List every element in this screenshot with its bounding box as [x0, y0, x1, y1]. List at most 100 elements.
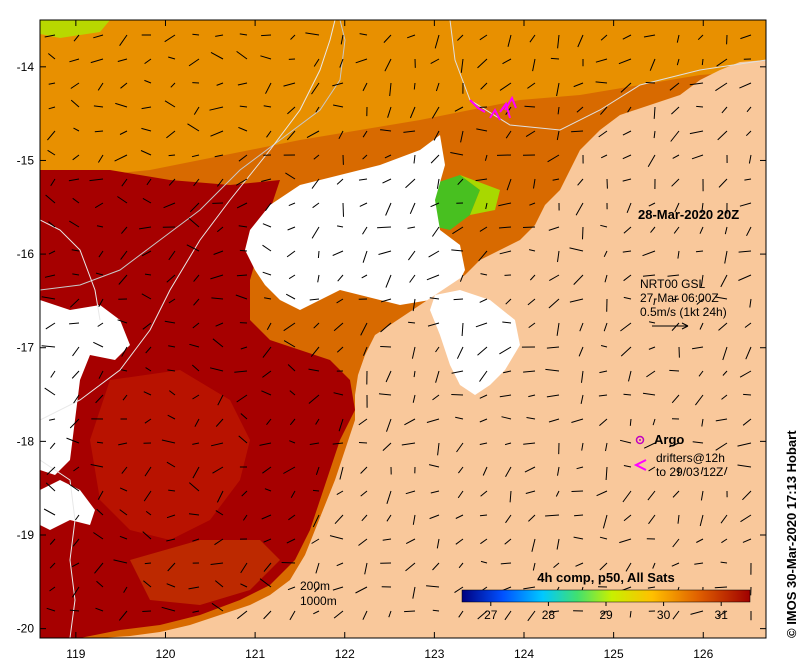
- current-vector: [574, 514, 584, 517]
- current-vector: [526, 417, 536, 420]
- current-vector: [504, 610, 512, 621]
- current-vector: [457, 178, 464, 186]
- current-vector: [450, 152, 464, 156]
- current-vector: [70, 99, 80, 108]
- current-vector: [433, 130, 440, 141]
- current-vector: [240, 413, 248, 420]
- current-vector: [477, 346, 488, 356]
- colorbar-tick-label: 28: [542, 608, 556, 622]
- current-vector: [461, 322, 464, 337]
- current-vector: [47, 53, 56, 60]
- y-tick-label: -14: [17, 60, 35, 74]
- y-axis: -14 -15 -16 -17 -18 -19 -20: [17, 60, 766, 636]
- current-vector: [50, 370, 56, 378]
- current-vector: [358, 538, 368, 546]
- current-vector: [289, 610, 296, 621]
- current-vector: [68, 178, 80, 182]
- current-vector: [286, 250, 296, 258]
- current-vector: [642, 250, 656, 257]
- current-vector: [629, 610, 632, 618]
- current-vector: [121, 466, 128, 474]
- current-vector: [716, 58, 728, 67]
- current-vector: [283, 82, 296, 87]
- current-vector: [74, 514, 80, 521]
- current-vector: [714, 586, 728, 589]
- current-vector: [161, 439, 176, 444]
- current-vector: [676, 58, 680, 66]
- current-vector: [50, 178, 56, 187]
- current-vector: [336, 490, 344, 496]
- current-vector: [69, 220, 80, 228]
- current-vector: [648, 514, 656, 525]
- current-vector: [217, 178, 224, 187]
- current-vector: [426, 418, 440, 423]
- current-vector: [431, 106, 440, 119]
- current-vector: [167, 414, 176, 420]
- current-vector: [115, 102, 128, 108]
- current-vector: [168, 154, 176, 157]
- current-vector: [623, 274, 632, 282]
- current-vector: [401, 442, 416, 446]
- current-vector: [600, 154, 608, 159]
- x-tick-label: 124: [514, 647, 534, 661]
- current-vector: [238, 126, 248, 132]
- current-vector: [72, 538, 80, 547]
- current-vector: [701, 58, 704, 66]
- current-vector: [525, 490, 536, 494]
- current-vector: [94, 202, 104, 209]
- current-vector: [310, 346, 320, 357]
- current-vector: [404, 610, 416, 613]
- current-vector: [49, 586, 56, 592]
- current-vector: [261, 178, 272, 182]
- current-vector: [387, 106, 392, 118]
- current-vector: [41, 345, 56, 348]
- current-vector: [337, 225, 344, 228]
- current-vector: [313, 610, 320, 615]
- current-vector: [192, 394, 200, 400]
- current-vector: [673, 226, 680, 234]
- current-vector: [629, 418, 632, 426]
- current-vector: [502, 321, 512, 324]
- current-vector: [236, 394, 248, 403]
- current-vector: [672, 154, 680, 159]
- current-vector: [378, 393, 392, 396]
- current-vector: [188, 586, 200, 590]
- x-tick-label: 125: [604, 647, 624, 661]
- current-vector: [605, 442, 608, 452]
- current-vector: [386, 514, 392, 522]
- current-vector: [720, 561, 728, 564]
- current-vector: [595, 58, 608, 63]
- current-vector: [210, 51, 224, 60]
- current-vector: [672, 490, 680, 498]
- current-vector: [622, 130, 632, 136]
- current-vector: [73, 127, 80, 132]
- current-vector: [191, 154, 200, 158]
- current-vector: [599, 562, 608, 571]
- colorbar-tick-label: 27: [484, 608, 498, 622]
- current-vector: [73, 34, 80, 42]
- current-vector: [48, 106, 56, 110]
- current-vector: [317, 250, 320, 259]
- current-vector: [121, 346, 128, 357]
- current-vector: [308, 394, 320, 404]
- current-vector: [695, 394, 704, 406]
- current-vector: [674, 202, 680, 213]
- current-vector: [451, 370, 464, 374]
- current-vector: [437, 442, 440, 456]
- current-vector: [598, 130, 608, 138]
- current-vector: [749, 298, 752, 308]
- credit-label: © IMOS 30-Mar-2020 17:13 Hobart: [784, 430, 799, 638]
- current-vector: [215, 418, 224, 427]
- current-vector: [458, 562, 464, 569]
- current-vector: [432, 562, 440, 571]
- current-vector: [645, 82, 656, 84]
- current-vector: [97, 322, 104, 327]
- current-vector: [141, 127, 152, 132]
- current-vector: [192, 442, 200, 445]
- current-vector: [383, 34, 392, 43]
- current-vector: [553, 562, 560, 568]
- current-vector: [408, 321, 416, 324]
- current-vector: [89, 178, 104, 182]
- current-vector: [698, 370, 704, 377]
- current-vector: [599, 370, 608, 374]
